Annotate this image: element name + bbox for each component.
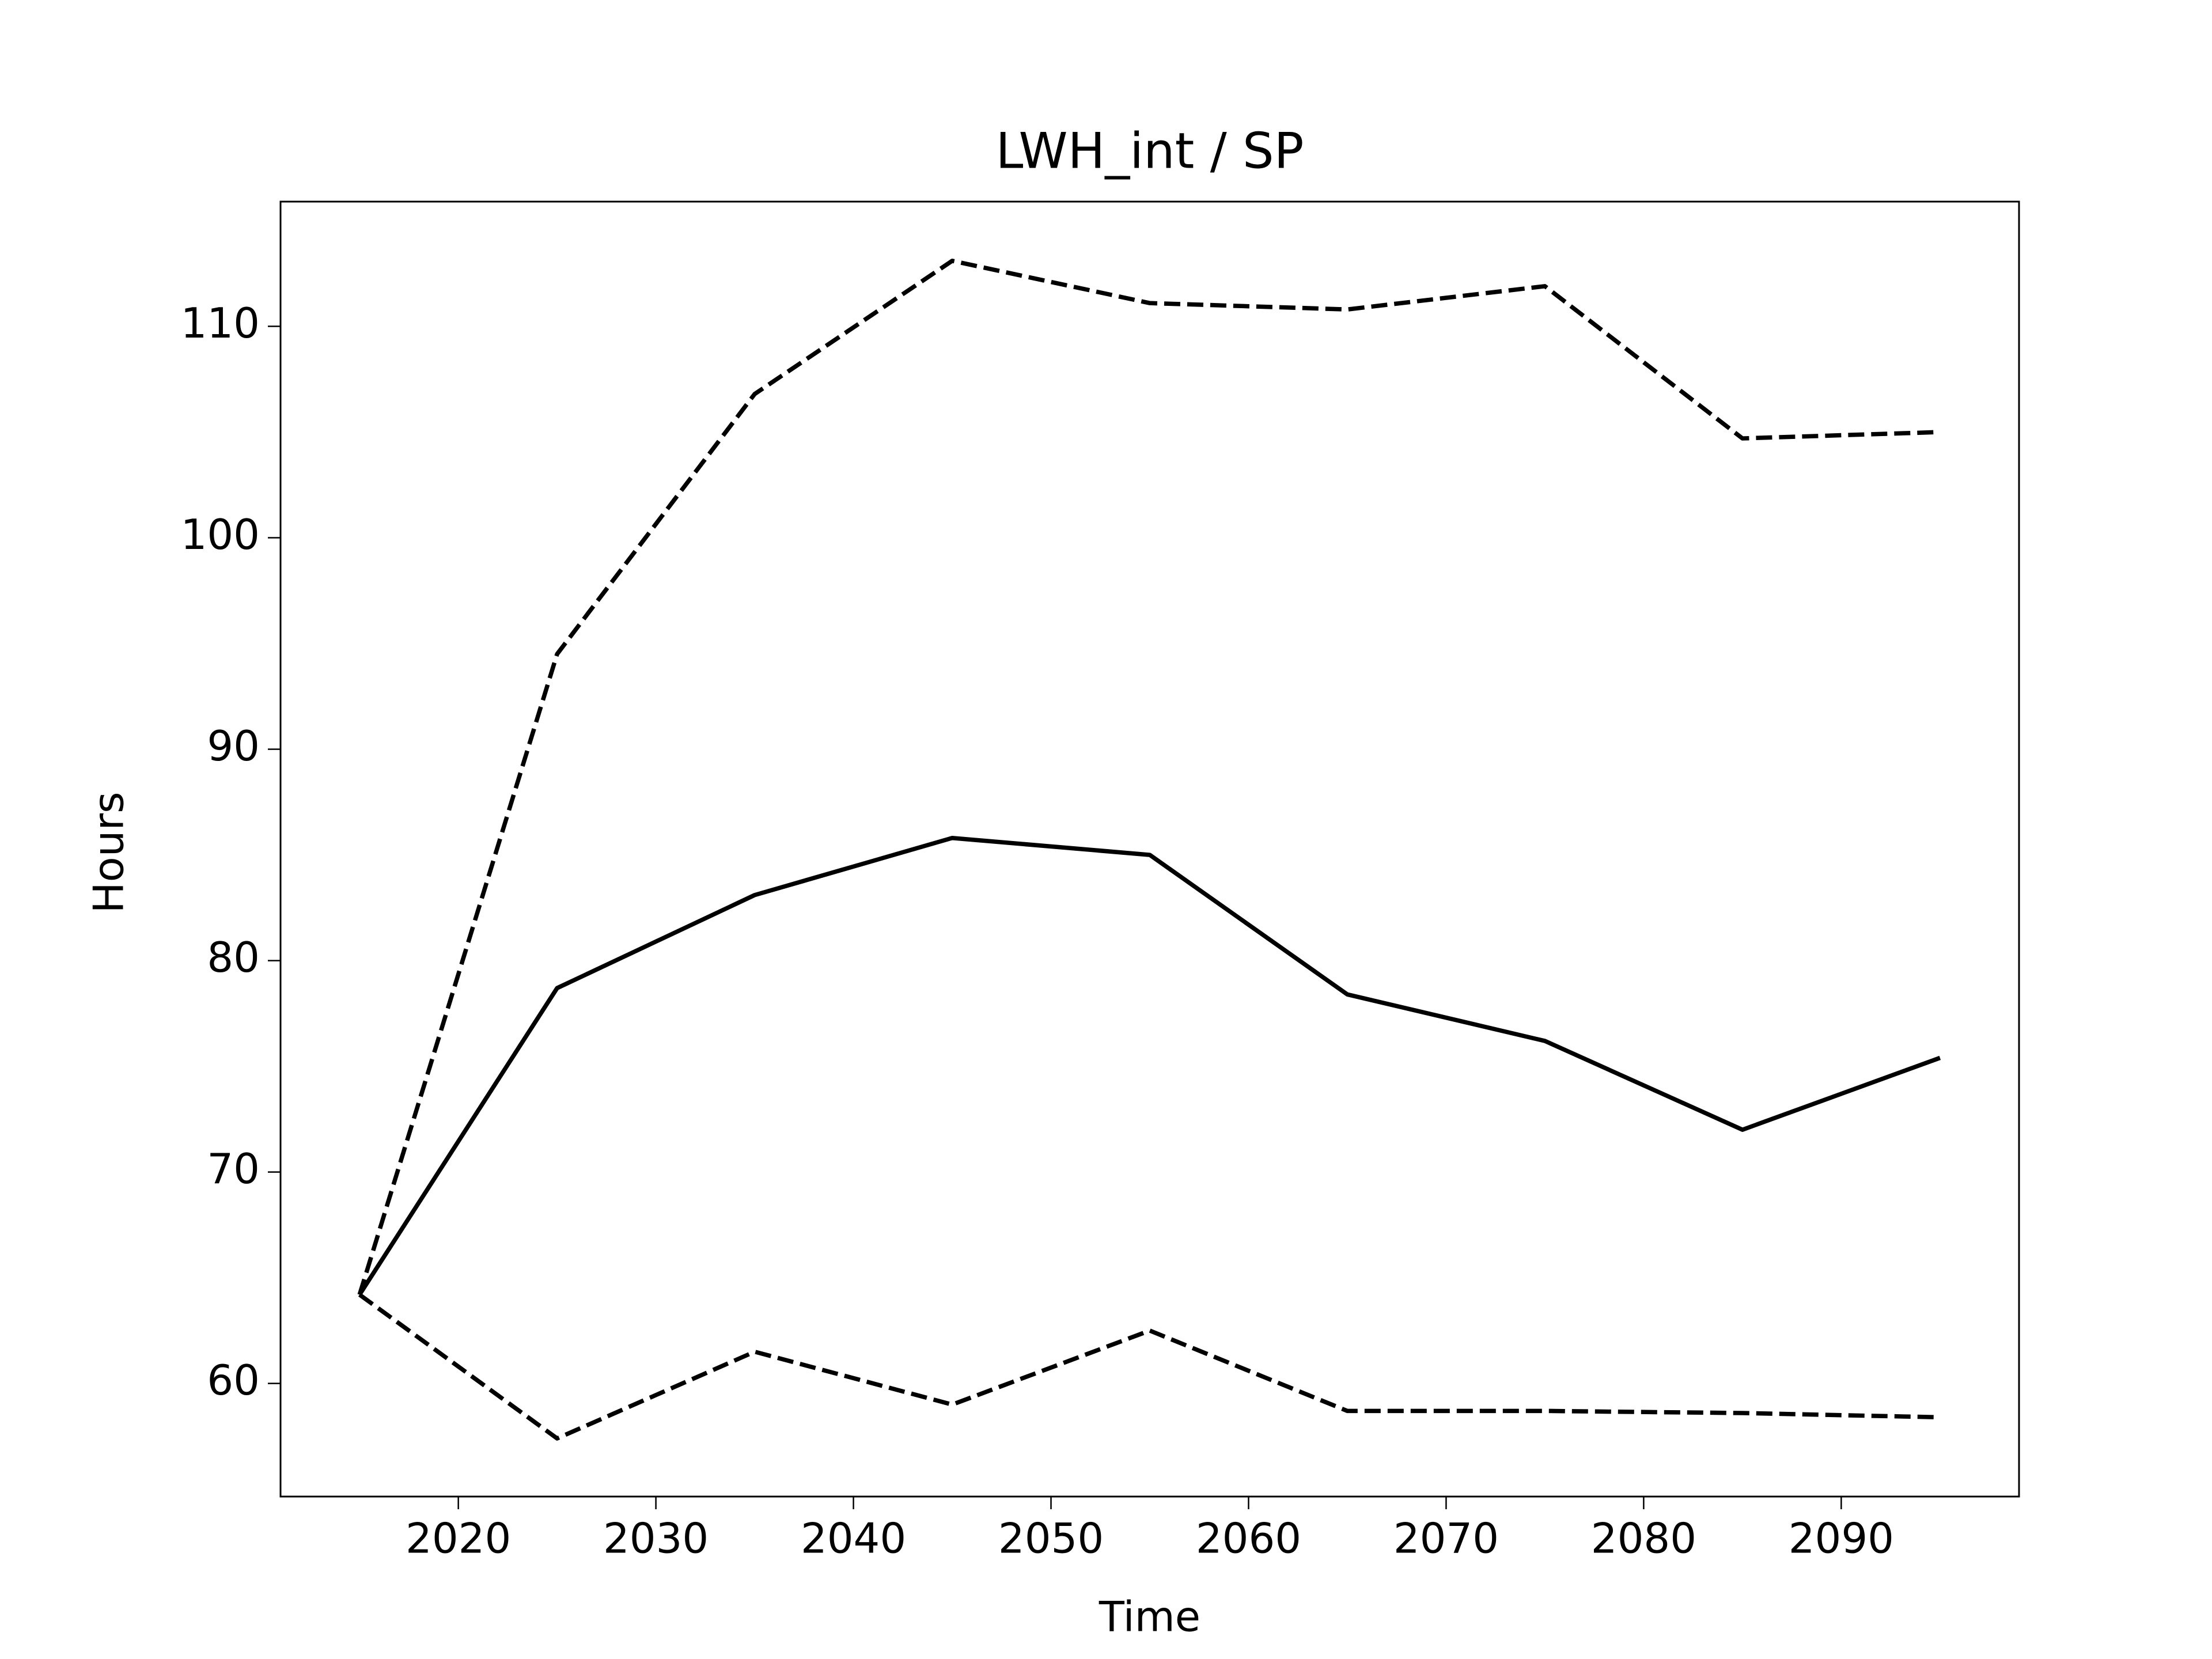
x-tick-label: 2080 [1591,1514,1696,1563]
plot-frame [279,200,2020,1498]
x-axis-label: Time [1099,1593,1200,1641]
series-line [358,1293,1940,1441]
y-tick-label: 100 [181,510,260,559]
x-tick-label: 2060 [1196,1514,1301,1563]
y-tick-label: 70 [207,1145,260,1193]
series-line [358,835,1941,1296]
y-tick-label: 80 [207,933,260,982]
chart-title: LWH_int / SP [996,122,1304,180]
y-tick-label: 90 [207,722,260,770]
x-tick-label: 2090 [1789,1514,1894,1563]
y-tick-label: 110 [181,299,260,347]
x-tick-label: 2070 [1393,1514,1499,1563]
y-tick-label: 60 [207,1356,260,1404]
y-axis-label: Hours [85,792,133,914]
series-line [357,259,1940,1296]
x-tick-label: 2020 [406,1514,511,1563]
x-tick-label: 2040 [801,1514,906,1563]
x-tick-label: 2050 [998,1514,1104,1563]
x-tick-label: 2030 [603,1514,709,1563]
